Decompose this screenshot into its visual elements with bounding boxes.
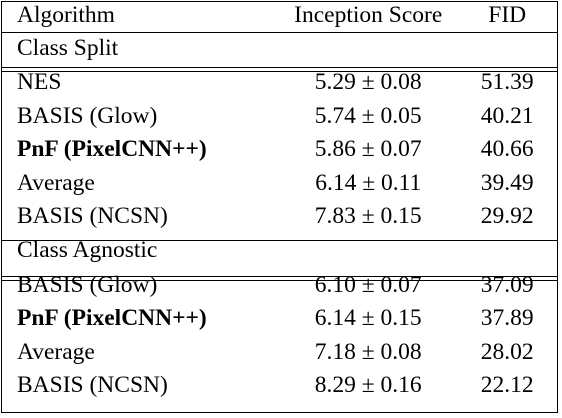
table-header-row: Algorithm Inception Score FID bbox=[0, 0, 560, 31]
table-row: PnF (PixelCNN++) 5.86 ± 0.07 40.66 bbox=[0, 133, 560, 167]
cell-inception-score: 7.83 ± 0.15 bbox=[314, 203, 422, 229]
cell-algorithm: BASIS (Glow) bbox=[17, 271, 158, 298]
cell-fid: 37.89 bbox=[480, 305, 534, 331]
cell-fid: 51.39 bbox=[480, 69, 534, 95]
table-row: NES 5.29 ± 0.08 51.39 bbox=[0, 66, 560, 100]
cell-inception-score: 5.29 ± 0.08 bbox=[314, 69, 422, 95]
table-row: PnF (PixelCNN++) 6.14 ± 0.15 37.89 bbox=[0, 302, 560, 336]
cell-algorithm: Average bbox=[17, 169, 95, 196]
table-row: Average 6.14 ± 0.11 39.49 bbox=[0, 167, 560, 201]
cell-fid: 40.21 bbox=[480, 102, 534, 129]
cell-fid: 29.92 bbox=[480, 203, 534, 229]
cell-algorithm: NES bbox=[17, 69, 62, 95]
cell-algorithm: BASIS (NCSN) bbox=[17, 372, 168, 398]
table-row: BASIS (Glow) 6.10 ± 0.07 37.09 bbox=[0, 269, 560, 303]
cell-inception-score: 6.14 ± 0.11 bbox=[315, 169, 422, 196]
cell-fid: 37.09 bbox=[480, 271, 534, 298]
results-table: Algorithm Inception Score FID Class Spli… bbox=[0, 0, 560, 403]
section-row-class-split: Class Split bbox=[0, 31, 560, 66]
cell-fid: 39.49 bbox=[480, 169, 534, 196]
cell-inception-score: 8.29 ± 0.16 bbox=[314, 372, 422, 398]
cell-inception-score: 7.18 ± 0.08 bbox=[314, 338, 422, 365]
cell-algorithm: PnF (PixelCNN++) bbox=[17, 136, 207, 162]
section-title: Class Agnostic bbox=[17, 237, 158, 264]
cell-algorithm: BASIS (NCSN) bbox=[17, 203, 168, 229]
table-row: BASIS (NCSN) 8.29 ± 0.16 22.12 bbox=[0, 369, 560, 403]
header-inception-score: Inception Score bbox=[294, 1, 443, 28]
header-algorithm: Algorithm bbox=[17, 1, 115, 28]
section-row-class-agnostic: Class Agnostic bbox=[0, 234, 560, 269]
cell-fid: 40.66 bbox=[480, 136, 534, 162]
cell-fid: 28.02 bbox=[480, 338, 534, 365]
table-row: Average 7.18 ± 0.08 28.02 bbox=[0, 336, 560, 370]
cell-algorithm: Average bbox=[17, 338, 95, 365]
section-title: Class Split bbox=[17, 34, 119, 61]
cell-fid: 22.12 bbox=[480, 372, 534, 398]
table-row: BASIS (Glow) 5.74 ± 0.05 40.21 bbox=[0, 100, 560, 134]
cell-algorithm: PnF (PixelCNN++) bbox=[17, 305, 207, 331]
header-fid: FID bbox=[488, 1, 527, 28]
cell-inception-score: 5.74 ± 0.05 bbox=[314, 102, 422, 129]
cell-inception-score: 6.10 ± 0.07 bbox=[314, 271, 422, 298]
cell-inception-score: 6.14 ± 0.15 bbox=[314, 305, 422, 331]
cell-algorithm: BASIS (Glow) bbox=[17, 102, 158, 129]
table-row: BASIS (NCSN) 7.83 ± 0.15 29.92 bbox=[0, 200, 560, 234]
cell-inception-score: 5.86 ± 0.07 bbox=[314, 136, 422, 162]
